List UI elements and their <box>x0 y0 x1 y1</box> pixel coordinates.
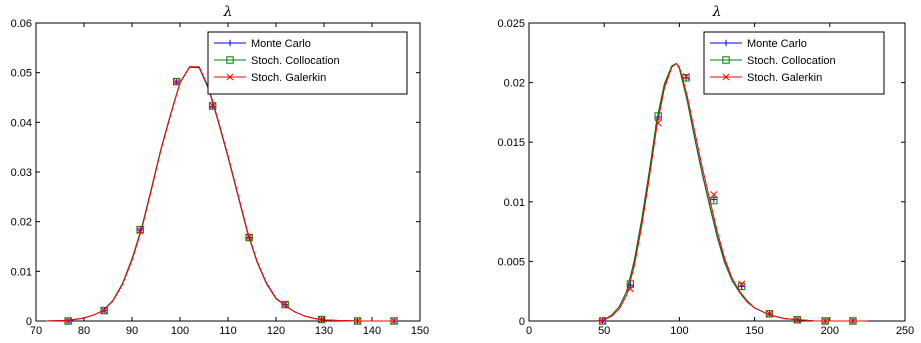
legend-label: Monte Carlo <box>747 38 807 50</box>
x-tick-label: 120 <box>267 325 285 337</box>
x-tick-label: 130 <box>315 325 333 337</box>
legend: Monte Carlo Stoch. Collocation Stoch. Gale… <box>704 32 884 94</box>
legend-label: Stoch. Galerkin <box>251 72 326 84</box>
chart-title: λ <box>712 4 722 20</box>
x-tick-label: 150 <box>411 325 429 337</box>
y-tick-label: 0.01 <box>504 197 525 209</box>
x-tick-label: 200 <box>821 325 839 337</box>
x-tick-label: 50 <box>598 325 610 337</box>
y-tick-label: 0.02 <box>11 217 32 229</box>
y-tick-label: 0.025 <box>497 18 525 30</box>
legend: Monte Carlo Stoch. Collocation Stoch. Gale… <box>208 32 407 94</box>
y-tick-label: 0 <box>26 316 32 328</box>
x-tick-label: 0 <box>526 325 532 337</box>
legend-label: Stoch. Collocation <box>251 55 340 67</box>
x-tick-label: 110 <box>219 325 237 337</box>
y-tick-label: 0.015 <box>497 137 525 149</box>
legend-label: Stoch. Galerkin <box>747 72 822 84</box>
x-tick-label: 100 <box>670 325 688 337</box>
y-tick-label: 0.03 <box>11 167 32 179</box>
chart-2: λ 0 50 100 150 200 250 0 0.005 0.01 0.015 0.02 0.025… <box>497 4 914 337</box>
x-tick-label: 100 <box>171 325 189 337</box>
y-tick-label: 0.04 <box>11 117 32 129</box>
x-tick-label: 140 <box>363 325 381 337</box>
legend-label: Monte Carlo <box>251 38 311 50</box>
y-tick-label: 0.02 <box>504 78 525 90</box>
y-tick-label: 0.01 <box>11 266 32 278</box>
chart-title: λ <box>223 4 233 20</box>
x-tick-label: 80 <box>78 325 90 337</box>
y-tick-label: 0.06 <box>11 18 32 30</box>
y-tick-label: 0.005 <box>497 256 525 268</box>
y-tick-label: 0 <box>519 316 525 328</box>
x-tick-label: 150 <box>745 325 763 337</box>
legend-label: Stoch. Collocation <box>747 55 836 67</box>
chart-1: λ70 80 90 100 110 120 130 140 15000.010.020.030.… <box>11 4 430 337</box>
x-tick-label: 250 <box>896 325 914 337</box>
x-tick-label: 90 <box>126 325 138 337</box>
y-tick-label: 0.05 <box>11 68 32 80</box>
